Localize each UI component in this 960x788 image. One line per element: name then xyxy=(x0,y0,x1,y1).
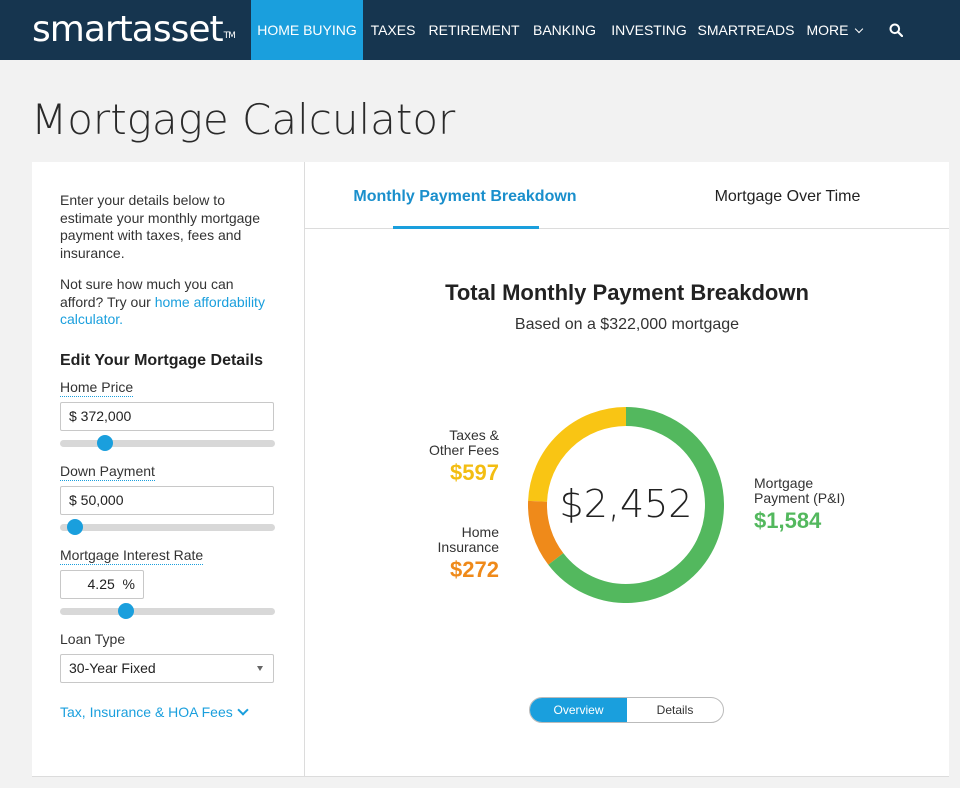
dropdown-arrow-icon xyxy=(257,666,263,671)
nav-more[interactable]: MORE xyxy=(798,0,870,60)
home-price-slider[interactable] xyxy=(60,435,275,451)
overview-details-toggle: Overview Details xyxy=(529,697,724,723)
affordability-text: Not sure how much you can afford? Try ou… xyxy=(60,276,280,329)
nav-investing[interactable]: INVESTING xyxy=(611,22,687,38)
loan-type-label: Loan Type xyxy=(60,631,126,647)
down-payment-input[interactable]: $ 50,000 xyxy=(60,486,274,515)
mortgage-label-line2: Payment (P&I) xyxy=(754,490,846,506)
home-price-input[interactable]: $ 372,000 xyxy=(60,402,274,431)
search-icon[interactable] xyxy=(889,23,903,37)
interest-rate-input[interactable]: 4.25 % xyxy=(60,570,144,599)
tab-mortgage-over-time[interactable]: Mortgage Over Time xyxy=(714,188,861,205)
page-title: Mortgage Calculator xyxy=(31,95,456,144)
taxes-value: $597 xyxy=(450,460,499,485)
nav-taxes[interactable]: TAXES xyxy=(370,22,416,38)
nav-home-buying[interactable]: HOME BUYING xyxy=(251,0,363,60)
details-button[interactable]: Details xyxy=(656,703,694,717)
down-payment-label: Down Payment xyxy=(60,463,155,481)
mortgage-label-line1: Mortgage xyxy=(754,475,814,491)
chart-subtitle: Based on a $322,000 mortgage xyxy=(514,316,740,333)
donut-slice-mortgage xyxy=(548,407,724,603)
bottom-border xyxy=(32,776,949,777)
loan-type-value: 30-Year Fixed xyxy=(69,660,156,676)
section-title: Edit Your Mortgage Details xyxy=(60,352,263,369)
chevron-down-icon xyxy=(854,24,863,34)
taxes-label-line2: Other Fees xyxy=(428,442,499,458)
nav-retirement[interactable]: RETIREMENT xyxy=(428,22,520,38)
insurance-label-line2: Insurance xyxy=(437,539,499,555)
insurance-label-line1: Home xyxy=(461,524,499,540)
down-payment-slider-thumb[interactable] xyxy=(67,519,83,535)
taxes-label-line1: Taxes & xyxy=(449,427,499,443)
donut-slice-taxes xyxy=(528,407,627,502)
interest-rate-slider[interactable] xyxy=(60,603,275,619)
top-nav: smartassetTM HOME BUYING TAXES RETIREMEN… xyxy=(0,0,960,60)
donut-slice-insurance xyxy=(528,500,564,565)
tab-divider xyxy=(305,228,949,229)
results-panel: Monthly Payment Breakdown Mortgage Over … xyxy=(305,162,949,776)
down-payment-slider[interactable] xyxy=(60,519,275,535)
nav-banking[interactable]: BANKING xyxy=(532,22,596,38)
interest-rate-slider-thumb[interactable] xyxy=(118,603,134,619)
overview-button[interactable]: Overview xyxy=(530,698,627,722)
loan-type-select[interactable]: 30-Year Fixed xyxy=(60,654,274,683)
percent-unit: % xyxy=(122,576,135,592)
insurance-label: Home Insurance xyxy=(399,525,499,555)
interest-rate-label: Mortgage Interest Rate xyxy=(60,547,204,565)
home-price-label: Home Price xyxy=(60,379,134,397)
affordability-calculator-link[interactable]: home affordability calculator. xyxy=(60,293,265,328)
panel-divider xyxy=(304,162,305,776)
nav-more-label: MORE xyxy=(806,22,849,38)
tax-insurance-hoa-toggle[interactable]: Tax, Insurance & HOA Fees xyxy=(60,704,249,720)
mortgage-label: Mortgage Payment (P&I) xyxy=(754,476,894,506)
active-tab-indicator xyxy=(393,226,539,229)
expand-link-label: Tax, Insurance & HOA Fees xyxy=(60,704,233,720)
chevron-down-icon xyxy=(237,704,249,716)
logo-trademark: TM xyxy=(223,31,236,41)
mortgage-details-panel: Enter your details below to estimate you… xyxy=(32,162,304,776)
smartasset-logo[interactable]: smartassetTM xyxy=(32,8,236,52)
payment-donut-chart xyxy=(528,407,724,603)
mortgage-value: $1,584 xyxy=(754,508,822,533)
home-price-slider-thumb[interactable] xyxy=(97,435,113,451)
nav-smartreads[interactable]: SMARTREADS xyxy=(697,22,795,38)
tab-monthly-payment-breakdown[interactable]: Monthly Payment Breakdown xyxy=(353,188,577,205)
chart-title: Total Monthly Payment Breakdown xyxy=(445,280,809,305)
taxes-label: Taxes & Other Fees xyxy=(399,428,499,458)
affordability-prefix: Not sure how much you can afford? Try ou… xyxy=(60,276,234,310)
insurance-value: $272 xyxy=(450,557,499,582)
interest-rate-value: 4.25 xyxy=(87,576,115,592)
logo-text: smartasset xyxy=(32,9,224,50)
intro-text: Enter your details below to estimate you… xyxy=(60,192,260,261)
total-payment: $2,452 xyxy=(559,482,693,526)
